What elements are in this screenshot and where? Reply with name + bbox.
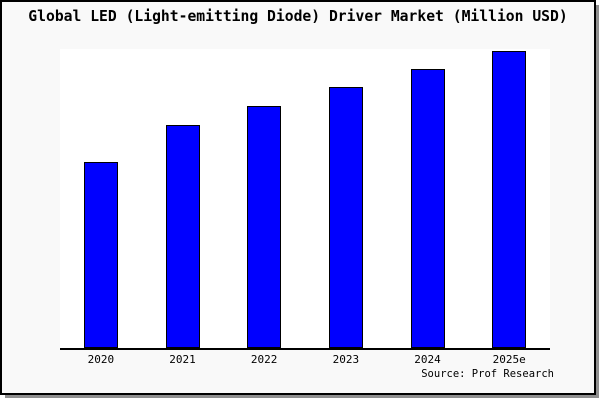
bars-container (60, 49, 550, 348)
bar-slot-2024 (387, 69, 469, 348)
source-note: Source: Prof Research (421, 368, 554, 380)
chart-title: Global LED (Light-emitting Diode) Driver… (28, 8, 568, 25)
bar-slot-2020 (60, 162, 142, 348)
bar-2021 (165, 125, 200, 348)
bar-2022 (247, 106, 282, 348)
bar-2025e (492, 50, 527, 348)
x-tick-label-2020: 2020 (87, 353, 115, 366)
x-axis-line (60, 348, 550, 350)
x-tick-label-2024: 2024 (414, 353, 441, 366)
bar-slot-2021 (142, 125, 224, 348)
bar-2020 (83, 162, 118, 348)
x-tick-label-2025e: 2025e (492, 353, 526, 366)
x-tick-label-2022: 2022 (250, 353, 278, 366)
x-tick-label-2021: 2021 (169, 353, 196, 366)
x-tick-label-2023: 2023 (332, 353, 360, 366)
bar-slot-2023 (305, 87, 387, 348)
bar-slot-2022 (223, 106, 305, 348)
bar-slot-2025e (468, 50, 550, 348)
x-axis-tick-labels: 2020 2021 2022 2023 2024 2025e (60, 353, 550, 367)
bar-2024 (410, 69, 445, 348)
plot-area (60, 49, 550, 348)
bar-2023 (328, 87, 363, 348)
